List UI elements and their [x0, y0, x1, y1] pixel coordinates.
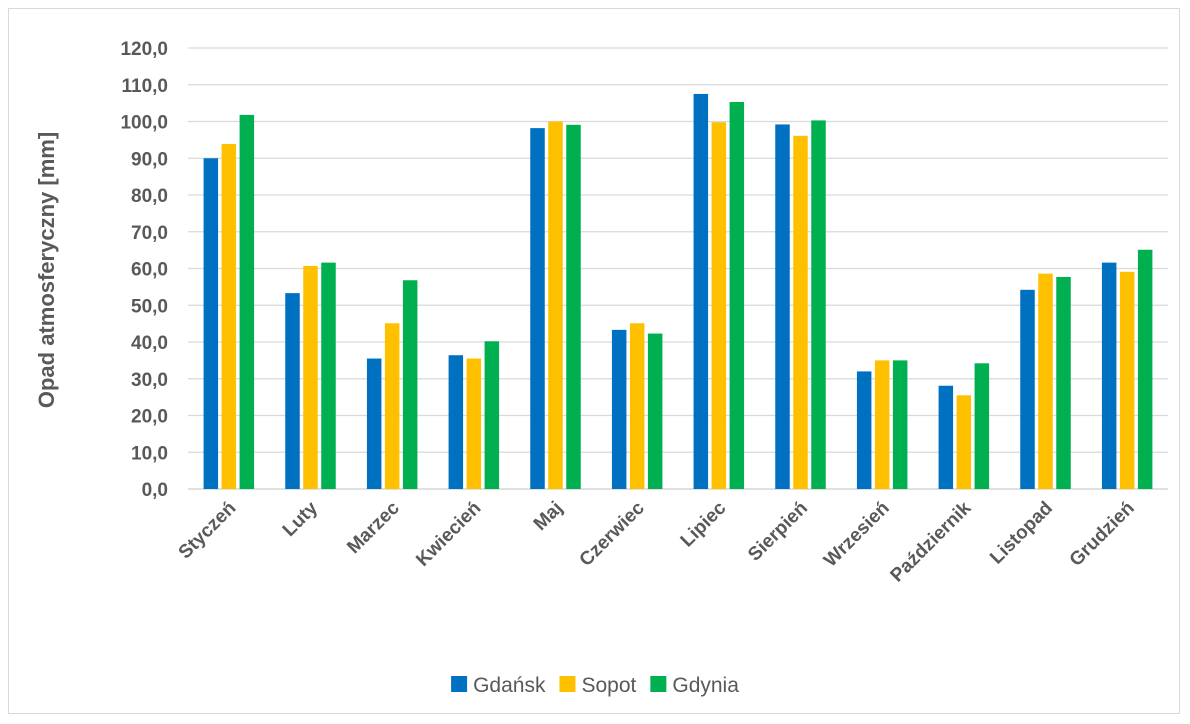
bar-Sopot-Październik: [956, 395, 972, 489]
x-tick-label: Lipiec: [677, 497, 731, 551]
legend-swatch: [650, 676, 667, 692]
bar-Gdynia-Marzec: [402, 280, 418, 489]
x-tick-label: Listopad: [986, 498, 1057, 569]
y-tick-label: 80,0: [131, 186, 168, 207]
bar-Gdańsk-Styczeń: [203, 158, 219, 489]
bar-Gdańsk-Marzec: [366, 358, 382, 489]
y-tick-labels: 0,0 10,0 20,0 30,0 40,0 50,0 60,0 70,0 80,0 90,0 1…: [120, 39, 168, 501]
bar-Gdańsk-Sierpień: [775, 124, 790, 489]
bar-Gdynia-Maj: [566, 124, 581, 490]
bar-Gdynia-Czerwiec: [647, 333, 663, 489]
x-tick-label: Wrzesień: [820, 498, 894, 572]
bar-Gdańsk-Lipiec: [693, 93, 709, 489]
bar-Gdynia-Kwiecień: [484, 341, 500, 489]
y-tick-label: 10,0: [131, 443, 168, 464]
y-tick-label: 120,0: [120, 39, 168, 60]
bar-Gdynia-Sierpień: [811, 120, 826, 490]
x-tick-labels: Styczeń Luty Marzec Kwiecień Maj Czerwiec Lipi…: [175, 497, 1139, 586]
bar-Gdynia-Grudzień: [1137, 249, 1153, 489]
bar-Gdynia-Styczeń: [239, 114, 255, 489]
x-tick-label: Październik: [887, 497, 976, 586]
x-tick-label: Sierpień: [744, 498, 812, 566]
chart-frame: [8, 8, 1180, 714]
bar-Gdynia-Lipiec: [729, 102, 745, 490]
legend-label: Gdańsk: [473, 674, 546, 697]
y-tick-label: 0,0: [142, 480, 168, 501]
y-tick-label: 60,0: [131, 260, 168, 281]
legend-swatch: [451, 676, 468, 692]
bars: [203, 93, 1153, 490]
bar-Gdynia-Wrzesień: [892, 360, 908, 489]
y-tick-label: 40,0: [131, 333, 168, 354]
bar-Gdańsk-Grudzień: [1101, 262, 1117, 489]
bar-Gdańsk-Listopad: [1020, 289, 1035, 489]
x-tick-label: Czerwiec: [576, 497, 649, 570]
bar-Gdynia-Listopad: [1056, 276, 1071, 489]
bar-Gdynia-Luty: [321, 262, 336, 489]
gridlines: [188, 47, 1168, 490]
y-tick-label: 20,0: [131, 407, 168, 428]
x-tick-label: Maj: [530, 498, 567, 535]
y-tick-label: 110,0: [122, 76, 169, 97]
bar-Sopot-Kwiecień: [466, 358, 482, 489]
bar-Sopot-Grudzień: [1119, 271, 1135, 489]
bar-Gdańsk-Kwiecień: [448, 355, 464, 489]
bar-Sopot-Sierpień: [793, 135, 808, 489]
legend-label: Gdynia: [672, 674, 739, 697]
y-tick-label: 70,0: [131, 223, 168, 244]
y-tick-label: 90,0: [131, 149, 168, 170]
legend-label: Sopot: [581, 674, 636, 697]
bar-Sopot-Maj: [548, 121, 563, 489]
bar-Gdańsk-Wrzesień: [856, 371, 872, 489]
bar-Sopot-Wrzesień: [874, 360, 890, 489]
y-tick-label: 50,0: [131, 296, 168, 317]
bar-Gdańsk-Październik: [938, 385, 954, 489]
legend-swatch: [559, 676, 576, 692]
x-tick-label: Marzec: [343, 497, 404, 558]
bar-Gdynia-Październik: [974, 363, 990, 489]
y-axis-title: Opad atmosferyczny [mm]: [34, 132, 59, 408]
bar-Sopot-Lipiec: [711, 122, 727, 490]
x-tick-label: Kwiecień: [412, 498, 485, 571]
y-tick-label: 100,0: [120, 113, 168, 134]
bar-Gdańsk-Maj: [530, 128, 545, 490]
legend: Gdańsk Sopot Gdynia: [451, 674, 739, 697]
bar-Sopot-Marzec: [384, 323, 400, 489]
bar-Gdańsk-Luty: [285, 293, 300, 489]
x-tick-label: Grudzień: [1066, 498, 1139, 571]
bar-Sopot-Styczeń: [221, 143, 237, 490]
y-tick-label: 30,0: [131, 370, 168, 391]
bar-Gdańsk-Czerwiec: [611, 329, 627, 489]
bar-Sopot-Luty: [303, 265, 318, 489]
bar-Sopot-Czerwiec: [629, 323, 645, 489]
bar-Sopot-Listopad: [1038, 273, 1053, 489]
x-tick-label: Luty: [279, 497, 323, 541]
x-tick-label: Styczeń: [175, 498, 241, 564]
